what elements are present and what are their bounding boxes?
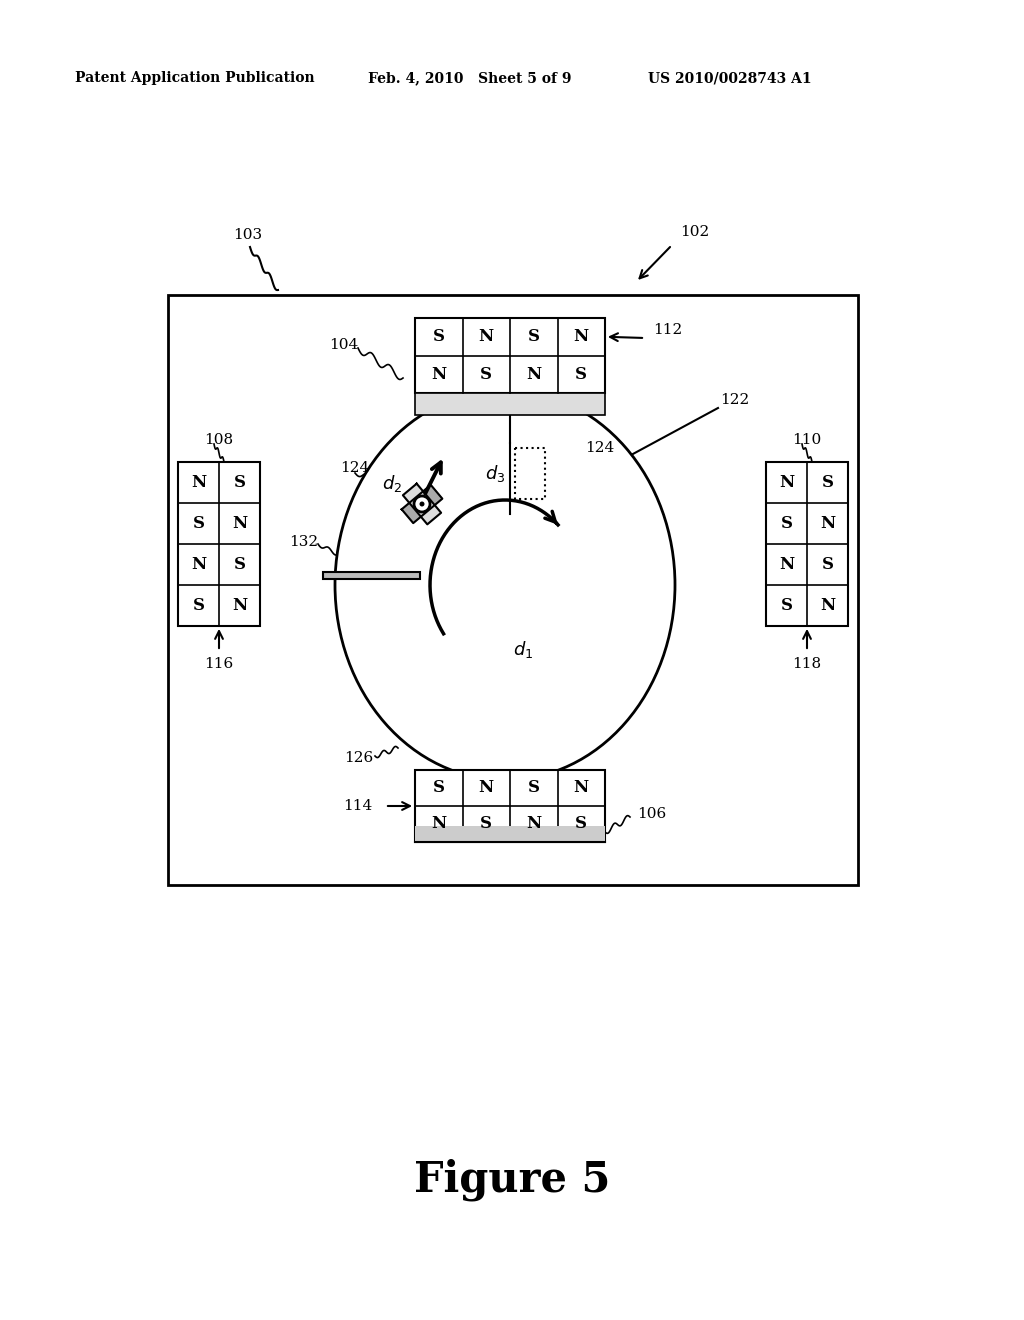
Bar	[415, 318, 605, 393]
Text: S: S	[433, 329, 444, 346]
Text: 126: 126	[344, 751, 373, 766]
Text: N: N	[190, 474, 206, 491]
Text: S: S	[575, 816, 587, 833]
Text: S: S	[433, 780, 444, 796]
Text: N: N	[431, 366, 446, 383]
Text: N: N	[820, 597, 835, 614]
Bar	[415, 826, 605, 842]
Text: 114: 114	[343, 799, 372, 813]
Text: N: N	[232, 597, 247, 614]
Circle shape	[414, 496, 430, 512]
Text: 122: 122	[720, 393, 750, 407]
Bar	[766, 462, 848, 626]
Text: N: N	[431, 816, 446, 833]
Text: N: N	[526, 816, 542, 833]
Text: 132: 132	[289, 535, 318, 549]
Text: 110: 110	[793, 433, 821, 447]
Text: 103: 103	[233, 228, 262, 242]
Text: S: S	[193, 515, 205, 532]
Text: $d_2$: $d_2$	[382, 474, 402, 495]
Text: N: N	[820, 515, 835, 532]
Text: N: N	[478, 329, 494, 346]
Text: N: N	[573, 329, 589, 346]
Bar	[323, 572, 420, 579]
Ellipse shape	[335, 389, 675, 780]
Text: S: S	[480, 816, 493, 833]
Text: S: S	[575, 366, 587, 383]
Text: 112: 112	[653, 323, 682, 337]
Text: N: N	[573, 780, 589, 796]
Bar	[415, 770, 605, 842]
Text: S: S	[780, 515, 793, 532]
Text: N: N	[478, 780, 494, 796]
Text: S: S	[480, 366, 493, 383]
Polygon shape	[402, 483, 441, 524]
Text: 118: 118	[793, 657, 821, 671]
Text: 108: 108	[205, 433, 233, 447]
Text: US 2010/0028743 A1: US 2010/0028743 A1	[648, 71, 812, 84]
Text: S: S	[527, 780, 540, 796]
Text: 102: 102	[680, 224, 710, 239]
Circle shape	[420, 502, 425, 507]
Text: Patent Application Publication: Patent Application Publication	[75, 71, 314, 84]
Text: S: S	[233, 556, 246, 573]
Text: 106: 106	[637, 807, 667, 821]
Text: Feb. 4, 2010   Sheet 5 of 9: Feb. 4, 2010 Sheet 5 of 9	[368, 71, 571, 84]
Polygon shape	[401, 484, 442, 523]
Text: $d_1$: $d_1$	[513, 639, 534, 660]
Text: 124: 124	[585, 441, 614, 455]
Text: S: S	[821, 474, 834, 491]
Text: N: N	[779, 474, 794, 491]
Text: N: N	[232, 515, 247, 532]
Text: S: S	[233, 474, 246, 491]
Text: $d_3$: $d_3$	[484, 463, 505, 484]
Bar	[168, 294, 858, 884]
Text: N: N	[526, 366, 542, 383]
Text: S: S	[821, 556, 834, 573]
Text: 124: 124	[340, 461, 370, 475]
Text: N: N	[779, 556, 794, 573]
Text: S: S	[527, 329, 540, 346]
Text: N: N	[190, 556, 206, 573]
Text: 116: 116	[205, 657, 233, 671]
Text: 104: 104	[329, 338, 358, 352]
Text: S: S	[193, 597, 205, 614]
Bar	[415, 393, 605, 414]
Text: S: S	[780, 597, 793, 614]
Bar	[178, 462, 260, 626]
Text: Figure 5: Figure 5	[414, 1159, 610, 1201]
